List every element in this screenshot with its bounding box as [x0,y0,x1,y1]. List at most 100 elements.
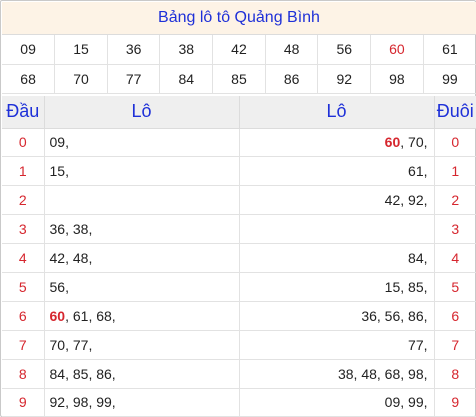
lo-row: 4 42, 48, 84, 4 [2,243,476,273]
lo-number: 60 [49,307,66,324]
header-dau: Đầu [2,96,45,129]
lo-number: 86 [408,307,424,324]
duoi-cell: 9 [434,388,476,417]
dau-cell: 3 [2,214,45,245]
number-cell: 42 [212,35,266,65]
lo-right-cell [239,214,435,245]
lo-number: 48 [361,365,377,382]
lo-row: 0 09, 60, 70, 0 [2,128,476,158]
duoi-cell: 4 [434,243,476,273]
number-cell: 70 [54,64,108,94]
lo-number: 84 [49,365,66,382]
duoi-cell: 8 [434,359,476,389]
lo-row: 5 56, 15, 85, 5 [2,272,476,302]
number-cell: 84 [159,64,214,94]
lo-number: 77 [408,336,424,353]
lo-right-cell: 36, 56, 86, [239,301,435,331]
lo-row: 7 70, 77, 77, 7 [2,330,476,360]
lo-table: Đầu Lô Lô Đuôi 0 09, 60, 70, 0 1 15, 61, 1 2 42, … [2,96,476,417]
number-cell: 48 [265,35,319,65]
lo-row: 3 36, 38, 3 [2,214,476,245]
number-cell: 61 [423,35,476,65]
lo-number: 85 [408,278,424,295]
lo-number: 42 [384,192,401,209]
lo-row: 8 84, 85, 86, 38, 48, 68, 98, 8 [2,359,476,389]
lo-number: 99 [96,394,112,411]
lo-number: 61 [72,307,89,324]
number-cell: 56 [317,35,372,65]
dau-cell: 4 [2,243,45,273]
lo-row: 6 60, 61, 68, 36, 56, 86, 6 [2,301,476,331]
duoi-cell: 1 [434,156,476,187]
dau-cell: 2 [2,185,45,216]
lo-number: 38 [337,365,354,382]
lo-number: 61 [408,163,424,180]
lo-left-cell: 56, [44,272,240,302]
dau-cell: 1 [2,156,45,187]
lo-right-cell: 42, 92, [239,185,435,216]
number-cell: 36 [107,35,161,65]
dau-cell: 8 [2,359,45,389]
lo-number: 70 [408,134,424,151]
duoi-cell: 6 [434,301,476,331]
lo-number: 56 [384,307,401,324]
header-lo-left: Lô [44,96,240,129]
number-cell: 98 [370,64,424,94]
duoi-cell: 0 [434,128,476,158]
lo-number: 92 [49,394,66,411]
lo-number: 99 [408,394,424,411]
lo-left-cell: 84, 85, 86, [44,359,240,389]
lo-number: 09 [384,394,401,411]
number-cell: 99 [423,64,476,94]
lo-number: 70 [49,336,66,353]
number-cell: 60 [370,35,424,65]
lo-right-cell: 60, 70, [239,128,435,158]
lo-number: 77 [72,336,89,353]
lo-left-cell: 42, 48, [44,243,240,273]
lo-right-cell: 09, 99, [239,388,435,417]
lo-number: 56 [49,278,66,295]
number-cell: 38 [159,35,214,65]
duoi-cell: 3 [434,214,476,245]
lo-number: 36 [361,307,377,324]
lo-number: 98 [72,394,89,411]
dau-cell: 7 [2,330,45,360]
lo-number: 84 [408,250,424,266]
lo-number: 15 [49,163,66,180]
lo-number: 68 [96,307,112,324]
lo-right-cell: 15, 85, [239,272,435,302]
dau-cell: 0 [2,128,45,158]
lo-number: 92 [408,192,424,209]
number-cell: 15 [54,35,108,65]
number-cell: 92 [317,64,372,94]
lo-number: 68 [384,365,401,382]
dau-cell: 9 [2,388,45,417]
lo-number: 60 [384,134,401,151]
lo-right-cell: 77, [239,330,435,360]
lo-right-cell: 61, [239,156,435,187]
number-cell: 85 [212,64,266,94]
lo-left-cell: 70, 77, [44,330,240,360]
lo-left-cell: 92, 98, 99, [44,388,240,417]
lo-left-cell: 36, 38, [44,214,240,245]
lo-number: 38 [72,221,89,238]
lo-row: 1 15, 61, 1 [2,156,476,187]
lo-left-cell [44,185,240,216]
duoi-cell: 5 [434,272,476,302]
lo-number: 86 [96,365,112,382]
number-cell: 09 [2,35,56,65]
numbers-grid: 09 15 36 38 42 48 56 60 61 68 70 77 84 85 86 92 98 99 [2,35,476,94]
lo-row: 9 92, 98, 99, 09, 99, 9 [2,388,476,417]
numbers-row: 09 15 36 38 42 48 56 60 61 [2,35,476,65]
header-duoi: Đuôi [434,96,476,129]
lo-left-cell: 15, [44,156,240,187]
dau-cell: 5 [2,272,45,302]
lo-right-cell: 84, [239,243,435,273]
dau-cell: 6 [2,301,45,331]
duoi-cell: 7 [434,330,476,360]
lo-number: 42 [49,250,66,266]
lo-left-cell: 09, [44,128,240,158]
duoi-cell: 2 [434,185,476,216]
lo-row: 2 42, 92, 2 [2,185,476,216]
number-cell: 86 [265,64,319,94]
